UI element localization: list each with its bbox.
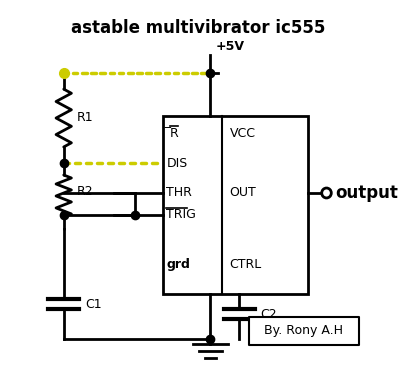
Text: +5V: +5V bbox=[215, 40, 244, 53]
Text: C1: C1 bbox=[85, 298, 102, 311]
Text: THR: THR bbox=[166, 187, 192, 200]
Text: astable multivibrator ic555: astable multivibrator ic555 bbox=[71, 19, 325, 37]
Text: By. Rony A.H: By. Rony A.H bbox=[264, 324, 344, 337]
Circle shape bbox=[322, 188, 331, 198]
Text: ̅R: ̅R bbox=[170, 127, 179, 140]
Text: R2: R2 bbox=[77, 185, 94, 198]
Text: TRIG: TRIG bbox=[166, 208, 196, 221]
Text: output: output bbox=[335, 184, 398, 202]
Bar bbox=[162, 116, 308, 294]
Text: DIS: DIS bbox=[166, 157, 187, 170]
Text: R1: R1 bbox=[77, 111, 94, 124]
Text: CTRL: CTRL bbox=[230, 258, 262, 271]
Text: VCC: VCC bbox=[230, 127, 256, 140]
Text: grd: grd bbox=[166, 258, 190, 271]
Text: C2: C2 bbox=[260, 308, 277, 321]
Text: OUT: OUT bbox=[230, 187, 256, 200]
Bar bbox=[249, 317, 359, 345]
